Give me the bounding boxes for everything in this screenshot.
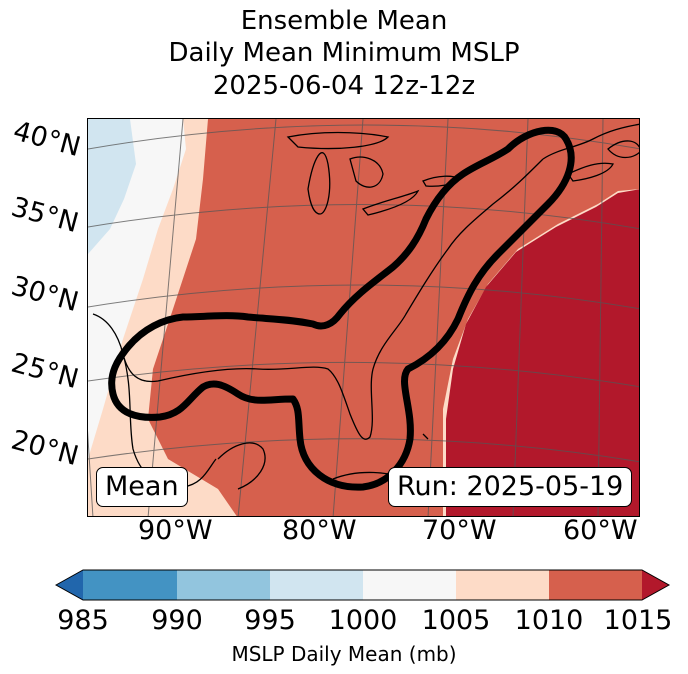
lat-label-20: 20°N [7, 424, 82, 473]
lat-label-35: 35°N [7, 191, 82, 240]
colorbar-label: MSLP Daily Mean (mb) [231, 642, 457, 666]
lon-line-95 [88, 430, 94, 516]
ensemble-contour [108, 126, 575, 491]
field-above-1015 [446, 189, 639, 516]
colorbar-bin-995-1000 [270, 570, 363, 600]
lat-line-35 [88, 204, 639, 230]
title-line-1: Ensemble Mean [240, 6, 448, 36]
lat-label-30: 30°N [7, 270, 82, 319]
colorbar-tick-985: 985 [57, 605, 109, 636]
colorbar-bin-1005-1010 [456, 570, 549, 600]
colorbar-tick-1015: 1015 [603, 605, 673, 636]
gulf-coast [92, 158, 544, 440]
lat-label-40: 40°N [9, 115, 84, 164]
title-line-2: Daily Mean Minimum MSLP [168, 38, 520, 68]
title-line-3: 2025-06-04 12z-12z [212, 71, 476, 101]
colorbar-tick-995: 995 [244, 605, 296, 636]
great-lakes-superior [286, 131, 390, 150]
colorbar [54, 569, 671, 601]
lon-line-70 [512, 119, 529, 516]
field-995-1000 [88, 119, 136, 254]
run-date-box: Run: 2025-05-19 [388, 467, 633, 507]
colorbar-tick-990: 990 [151, 605, 203, 636]
colorbar-bin-1010-1015 [549, 570, 642, 600]
colorbar-extend-high [642, 570, 669, 600]
great-lakes-erie [361, 189, 420, 216]
lon-label-70: 70°W [422, 515, 497, 546]
lat-line-25 [88, 361, 639, 388]
colorbar-bin-990-995 [177, 570, 270, 600]
lon-line-65 [597, 119, 604, 516]
lat-label-25: 25°N [7, 347, 82, 396]
yucatan [217, 442, 266, 490]
colorbar-bin-1000-1005 [363, 570, 456, 600]
great-lakes-michigan [307, 152, 331, 215]
map-panel [87, 118, 640, 517]
field-1010-1015 [148, 119, 639, 516]
lon-label-90: 90°W [138, 515, 213, 546]
colorbar-extend-low [56, 570, 83, 600]
colorbar-tick-1000: 1000 [328, 605, 398, 636]
colorbar-tick-1005: 1005 [421, 605, 491, 636]
lon-label-60: 60°W [563, 515, 638, 546]
colorbar-outline [54, 569, 671, 601]
mean-label-box: Mean [96, 467, 188, 507]
colorbar-bin-985-990 [83, 570, 177, 600]
lon-label-80: 80°W [282, 515, 357, 546]
great-lakes-huron [349, 156, 384, 188]
lon-line-80 [332, 119, 364, 516]
pressure-map [88, 119, 639, 516]
newfoundland [607, 140, 639, 159]
nova-scotia [567, 162, 614, 182]
new-england-coast [542, 123, 639, 160]
colorbar-tick-1010: 1010 [514, 605, 584, 636]
